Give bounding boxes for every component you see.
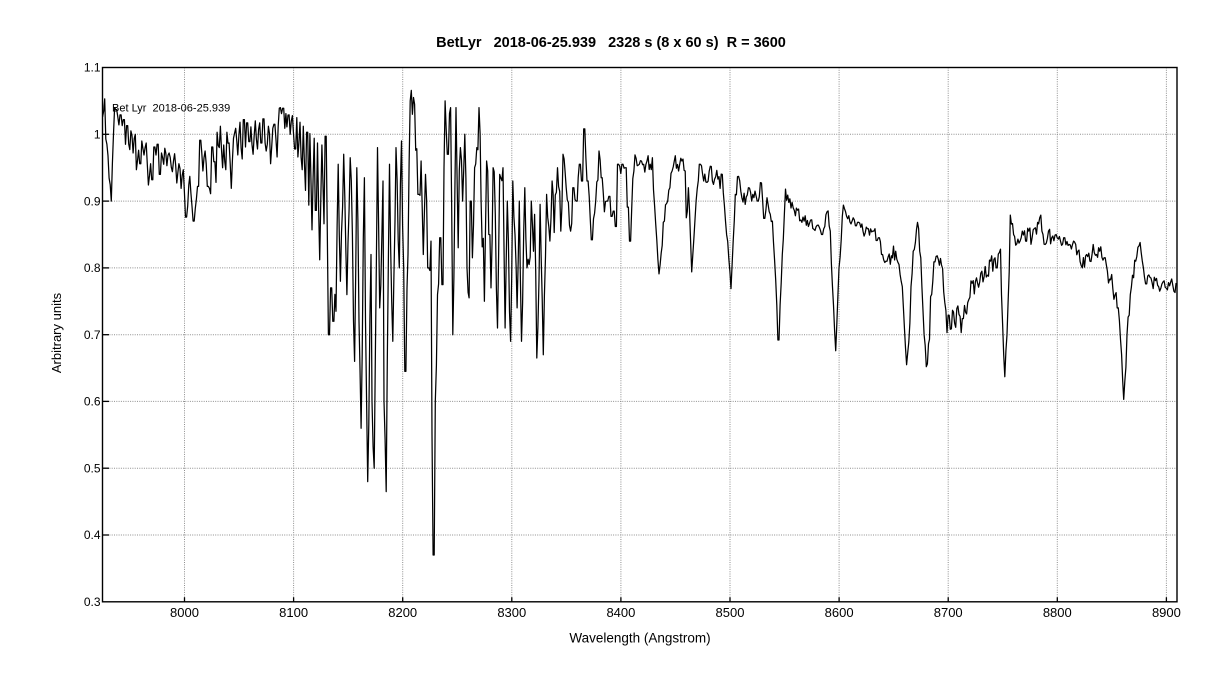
svg-text:8600: 8600 [825,605,854,620]
svg-text:8100: 8100 [279,605,308,620]
svg-text:0.4: 0.4 [84,528,101,542]
svg-text:0.8: 0.8 [84,261,101,275]
svg-text:1: 1 [94,128,101,142]
svg-text:Wavelength (Angstrom): Wavelength (Angstrom) [569,631,710,646]
svg-text:8800: 8800 [1043,605,1072,620]
svg-text:1.1: 1.1 [84,61,101,75]
svg-text:0.3: 0.3 [84,595,101,609]
svg-text:0.7: 0.7 [84,328,101,342]
svg-text:0.5: 0.5 [84,461,101,475]
svg-text:8300: 8300 [497,605,526,620]
svg-text:Bet Lyr 2018-06-25.939: Bet Lyr 2018-06-25.939 [112,103,230,115]
svg-text:8000: 8000 [170,605,199,620]
svg-text:8400: 8400 [606,605,635,620]
svg-text:0.9: 0.9 [84,194,101,208]
svg-text:8700: 8700 [934,605,963,620]
svg-text:8900: 8900 [1152,605,1181,620]
svg-text:BetLyr 2018-06-25.939 2328: BetLyr 2018-06-25.939 2328 s (8 x 60 s) … [436,35,786,51]
svg-text:Arbitrary units: Arbitrary units [49,292,64,373]
svg-text:0.6: 0.6 [84,395,101,409]
svg-text:8500: 8500 [716,605,745,620]
svg-text:8200: 8200 [388,605,417,620]
